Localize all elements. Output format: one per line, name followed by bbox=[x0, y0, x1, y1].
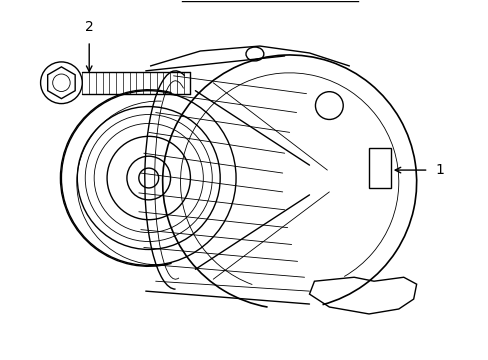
Text: 1: 1 bbox=[435, 163, 444, 177]
Text: 2: 2 bbox=[84, 20, 93, 34]
